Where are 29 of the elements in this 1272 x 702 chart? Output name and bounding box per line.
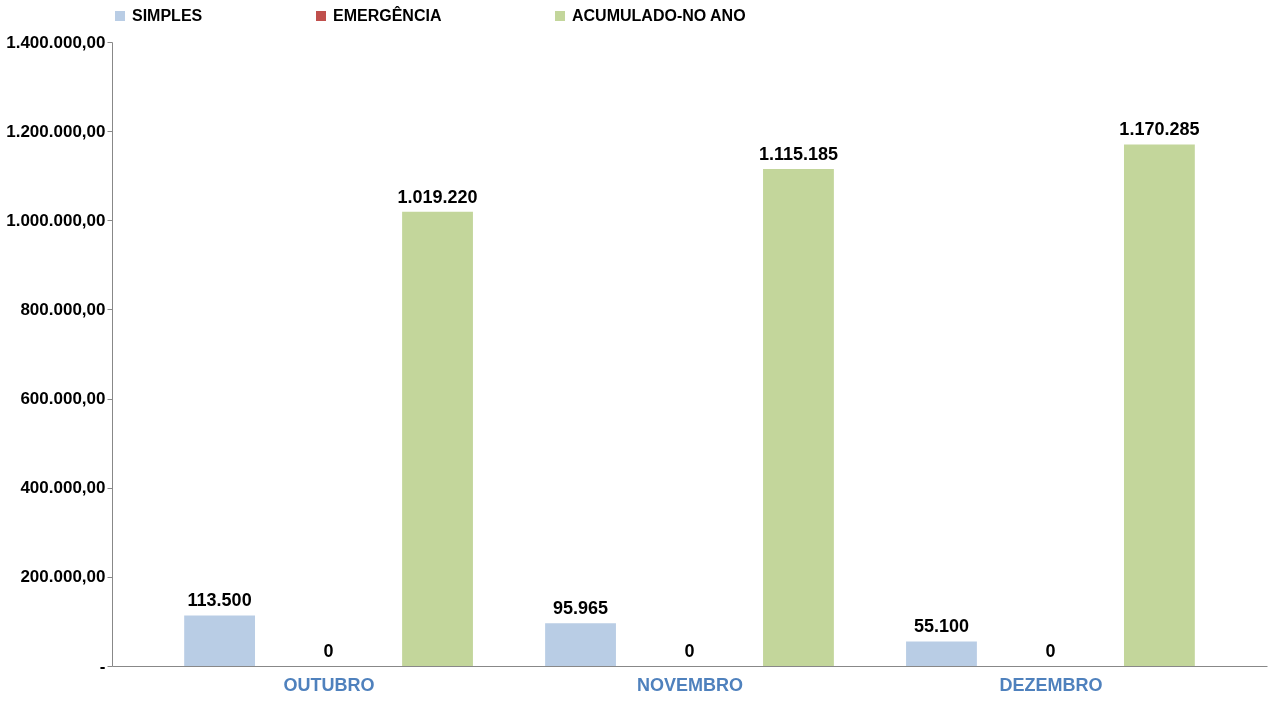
data-label: 1.115.185 bbox=[758, 143, 839, 164]
y-tick-label: - bbox=[99, 656, 106, 676]
data-label: 1.170.285 bbox=[1119, 119, 1200, 140]
legend-label: SIMPLES bbox=[132, 7, 203, 24]
x-tick-label: OUTUBRO bbox=[283, 674, 375, 695]
y-tick-label: 1.200.000,00 bbox=[6, 121, 106, 141]
y-tick-label: 800.000,00 bbox=[20, 299, 106, 319]
bar bbox=[184, 615, 256, 666]
bar bbox=[402, 211, 473, 666]
bar bbox=[906, 641, 977, 666]
data-label: 55.100 bbox=[913, 616, 970, 637]
data-label: 0 bbox=[684, 641, 695, 661]
legend-label: EMERGÊNCIA bbox=[333, 6, 442, 24]
y-tick-label: 400.000,00 bbox=[20, 478, 106, 498]
data-label: 95.965 bbox=[553, 598, 609, 619]
x-tick-label: NOVEMBRO bbox=[636, 674, 744, 695]
bar bbox=[545, 623, 616, 666]
y-tick-label: 1.400.000,00 bbox=[6, 32, 106, 52]
data-label: 0 bbox=[1045, 641, 1056, 661]
y-tick-label: 600.000,00 bbox=[20, 389, 106, 409]
y-tick-label: 1.000.000,00 bbox=[6, 210, 106, 230]
data-label: 0 bbox=[323, 641, 334, 661]
bar bbox=[763, 168, 834, 666]
x-tick-label: DEZEMBRO bbox=[999, 674, 1103, 695]
bar bbox=[1123, 144, 1195, 666]
y-tick-label: 200.000,00 bbox=[20, 567, 106, 587]
data-label: 113.500 bbox=[187, 590, 252, 611]
data-label: 1.019.220 bbox=[397, 186, 478, 207]
legend-label: ACUMULADO-NO ANO bbox=[572, 7, 746, 24]
